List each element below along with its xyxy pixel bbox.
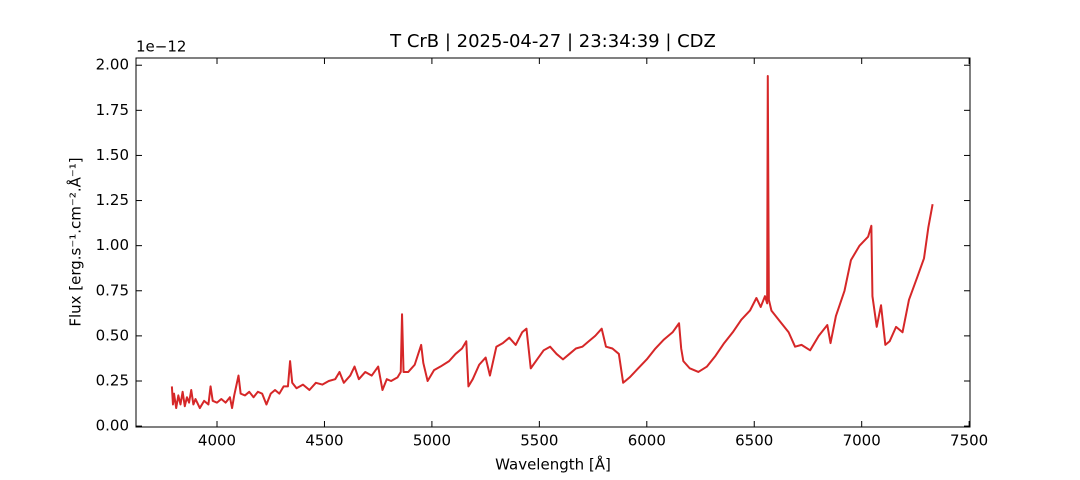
x-tick-label: 6000 xyxy=(628,432,666,450)
y-tick-label: 0.50 xyxy=(96,326,129,344)
y-tick-label: 1.00 xyxy=(96,236,129,254)
y-tick-label: 1.50 xyxy=(96,146,129,164)
x-tick-label: 6500 xyxy=(735,432,773,450)
y-tick-label: 0.25 xyxy=(96,371,129,389)
y-tick-label: 1.75 xyxy=(96,101,129,119)
y-tick-label: 1.25 xyxy=(96,191,129,209)
x-tick-label: 7000 xyxy=(843,432,881,450)
x-tick-label: 4000 xyxy=(198,432,236,450)
x-axis-label: Wavelength [Å] xyxy=(495,455,611,474)
x-tick-label: 5000 xyxy=(413,432,451,450)
y-tick-label: 0.00 xyxy=(96,417,129,435)
y-tick-label: 2.00 xyxy=(96,56,129,74)
y-axis-label: Flux [erg.s⁻¹.cm⁻².Å⁻¹] xyxy=(66,157,85,326)
x-tick-label: 4500 xyxy=(305,432,343,450)
axes-frame xyxy=(135,57,971,428)
chart-title: T CrB | 2025-04-27 | 23:34:39 | CDZ xyxy=(389,31,716,52)
x-tick-label: 7500 xyxy=(950,432,988,450)
x-tick-label: 5500 xyxy=(520,432,558,450)
y-tick-label: 0.75 xyxy=(96,281,129,299)
offset-text: 1e−12 xyxy=(136,38,186,56)
spectrum-line xyxy=(170,75,934,410)
